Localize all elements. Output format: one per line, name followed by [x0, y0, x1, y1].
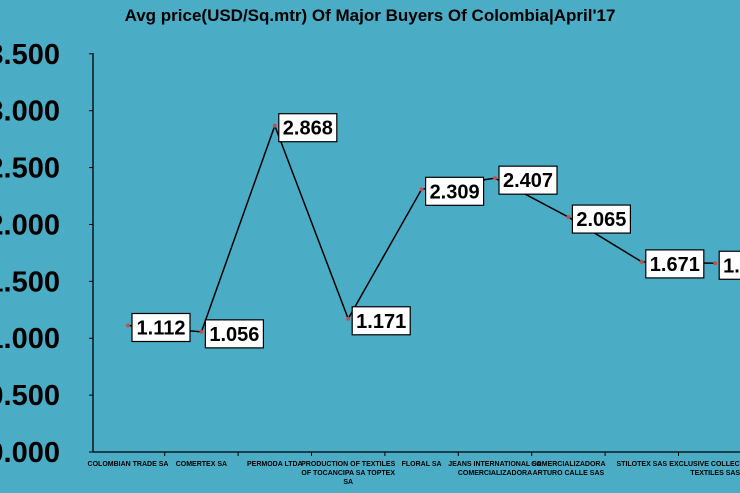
data-point — [493, 176, 497, 181]
data-point — [566, 215, 571, 220]
data-label: 2.065 — [571, 204, 632, 234]
data-labels: 1.112 1.056 2.868 1.171 2.309 2.407 2.065 1.671… — [131, 113, 740, 349]
y-tick-label: 3.000 — [0, 96, 60, 128]
y-tick-label: 2.000 — [0, 209, 60, 241]
data-label: 1.056 — [204, 319, 264, 349]
series — [126, 123, 718, 334]
data-label-text: 1.659 — [723, 255, 740, 277]
data-point — [126, 323, 130, 328]
y-tick-label: 1.000 — [0, 323, 60, 355]
axes — [92, 53, 740, 453]
data-point — [639, 259, 644, 264]
data-label: 1.171 — [351, 306, 411, 336]
y-tick-label: 0.500 — [0, 380, 60, 412]
x-tick-label: COMERCIALIZADORA ARTURO CALLE SAS — [531, 461, 605, 477]
data-label: 1.659 — [718, 250, 740, 280]
x-tick-label: PRODUCTION OF TEXTILES OF TOCANCIPA SA TO… — [301, 461, 395, 486]
data-label-text: 1.056 — [209, 324, 259, 346]
x-tick-label: STILOTEX SAS — [617, 461, 668, 468]
data-point — [199, 329, 204, 334]
data-point — [713, 261, 718, 266]
data-label-text: 2.868 — [283, 118, 333, 140]
data-label: 2.309 — [425, 176, 485, 206]
x-tick-label: COLOMBIAN TRADE SA — [88, 461, 169, 468]
x-tick-labels: COLOMBIAN TRADE SA COMERTEX SA PERMODA LTD… — [88, 452, 740, 486]
data-label-text: 1.671 — [650, 254, 700, 276]
data-label: 2.868 — [278, 113, 338, 143]
data-point — [346, 316, 351, 321]
x-tick-label: COMERTEX SA — [176, 461, 227, 468]
y-tick-label: 3.500 — [0, 39, 60, 71]
data-label-text: 1.171 — [356, 311, 406, 333]
y-tick-label: 1.500 — [0, 266, 60, 298]
x-tick-label: JEANS INTERNATIONAL SA COMERCIALIZADORA — [448, 461, 541, 477]
x-tick-label: FLORAL SA — [402, 461, 442, 468]
data-label: 1.671 — [645, 249, 705, 279]
x-tick-label: EXCLUSIVE COLLECTIONSTEXTILES SAS — [669, 461, 740, 477]
y-tick-labels: 0.000 0.500 1.000 1.500 2.000 2.500 3.000 3.500 — [0, 39, 93, 469]
data-label-text: 2.309 — [430, 181, 480, 203]
data-label-text: 1.112 — [137, 317, 186, 339]
data-label-text: 2.065 — [576, 209, 626, 231]
data-label-text: 2.407 — [503, 170, 553, 192]
data-label: 1.112 — [131, 312, 191, 343]
x-tick-label: PERMODA LTDA — [247, 461, 303, 468]
data-point — [419, 187, 424, 192]
y-tick-label: 2.500 — [0, 153, 60, 185]
y-tick-label: 0.000 — [0, 437, 60, 469]
data-point — [272, 123, 277, 128]
data-label: 2.407 — [498, 165, 558, 195]
chart-title: Avg price(USD/Sq.mtr) Of Major Buyers Of… — [124, 6, 616, 25]
